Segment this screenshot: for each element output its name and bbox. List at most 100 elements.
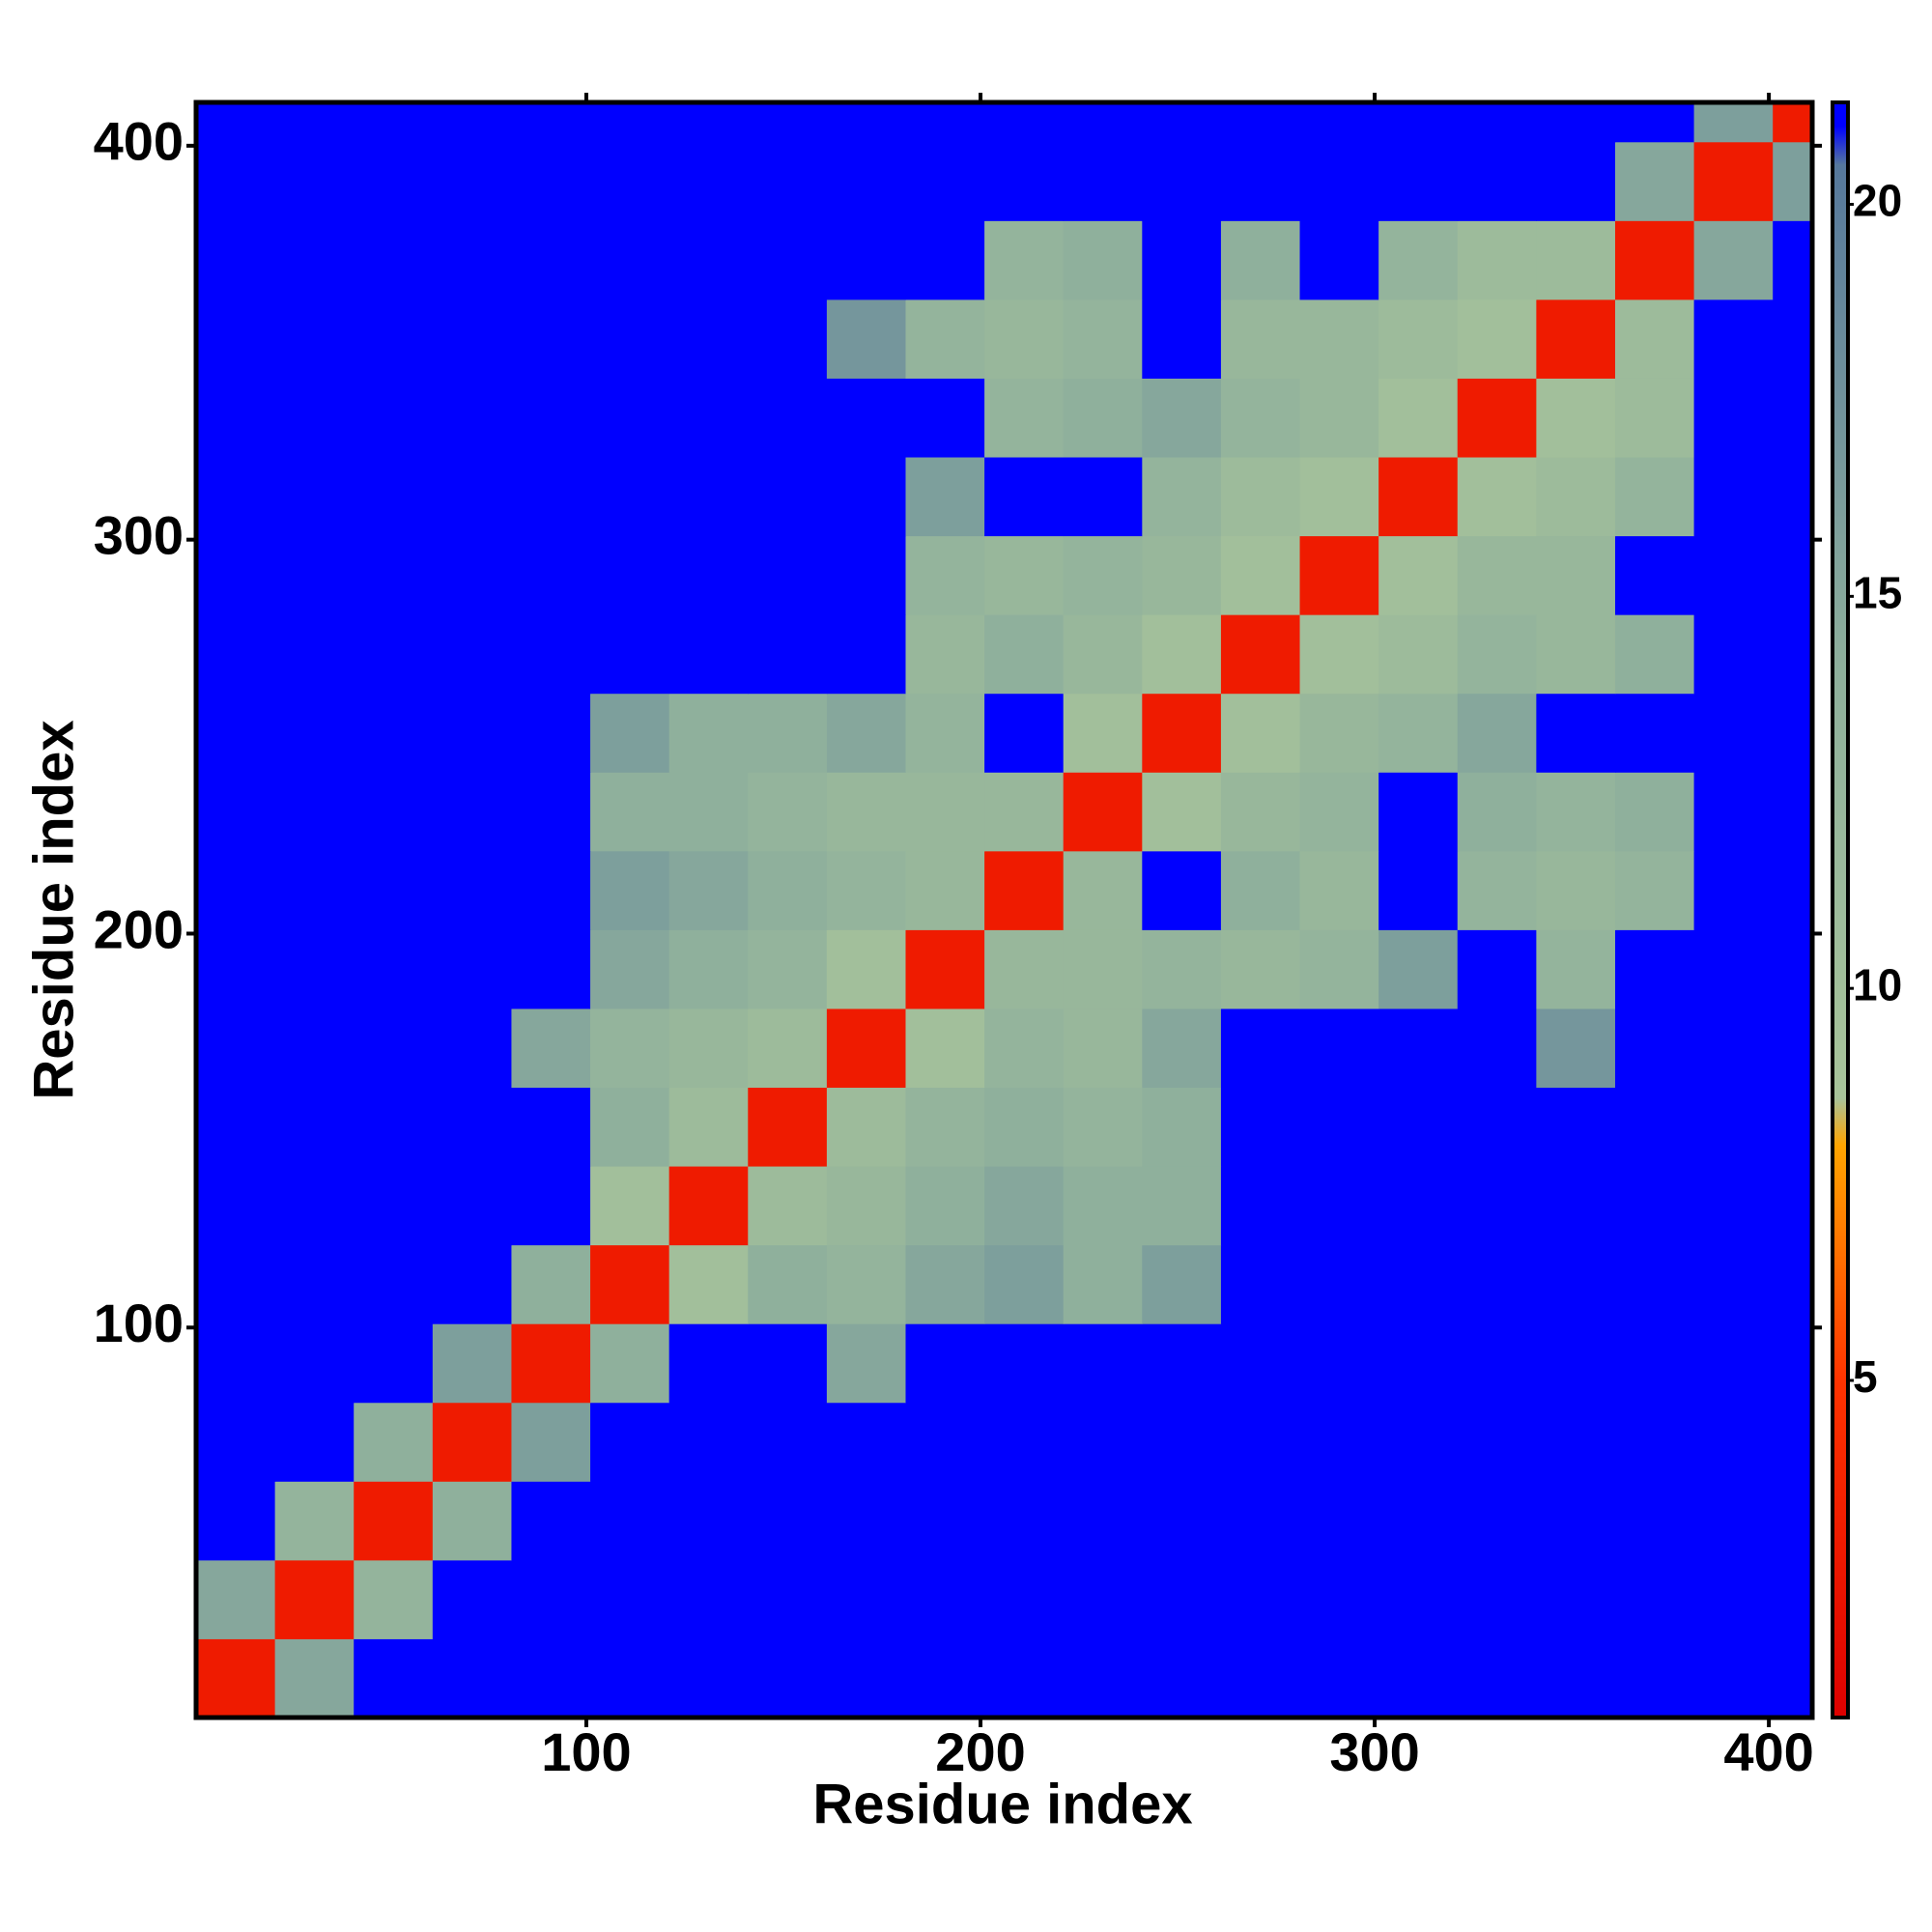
heatmap-cell bbox=[1378, 535, 1459, 615]
heatmap-cell bbox=[590, 378, 670, 458]
heatmap-cell bbox=[354, 1481, 434, 1561]
heatmap-cell bbox=[826, 220, 906, 300]
heatmap-cell bbox=[1299, 1481, 1379, 1561]
heatmap-cell bbox=[354, 1402, 434, 1482]
heatmap-cell bbox=[1773, 1166, 1813, 1246]
heatmap-cell bbox=[748, 929, 828, 1009]
colorbar-tick-label: 5 bbox=[1853, 1351, 1878, 1402]
heatmap-cell bbox=[1773, 1323, 1813, 1404]
heatmap-cell bbox=[1614, 1008, 1695, 1089]
heatmap-cell bbox=[1536, 1402, 1616, 1482]
heatmap-cell bbox=[354, 1087, 434, 1167]
heatmap-cell bbox=[1457, 298, 1537, 379]
heatmap-cell bbox=[354, 1323, 434, 1404]
heatmap-cell bbox=[590, 220, 670, 300]
x-tick-label: 400 bbox=[1723, 1721, 1813, 1782]
heatmap-cell bbox=[354, 457, 434, 537]
heatmap-cell bbox=[196, 535, 276, 615]
heatmap-cell bbox=[1773, 614, 1813, 695]
heatmap-cell bbox=[1693, 1481, 1774, 1561]
heatmap-cell bbox=[1693, 1244, 1774, 1324]
heatmap-cell bbox=[1693, 141, 1774, 221]
heatmap-cell bbox=[511, 1166, 591, 1246]
heatmap-cell bbox=[1142, 102, 1222, 143]
heatmap-cell bbox=[1693, 1323, 1774, 1404]
heatmap-cell bbox=[826, 929, 906, 1009]
heatmap-cell bbox=[984, 141, 1065, 221]
heatmap-cell bbox=[668, 298, 749, 379]
y-tick-label: 300 bbox=[94, 504, 184, 565]
heatmap-cell bbox=[1773, 693, 1813, 773]
heatmap-cell bbox=[590, 102, 670, 143]
heatmap-cell bbox=[1220, 850, 1301, 930]
heatmap-cell bbox=[748, 614, 828, 695]
heatmap-cell bbox=[826, 1244, 906, 1324]
heatmap-cell bbox=[905, 298, 985, 379]
colorbar bbox=[1831, 100, 1850, 1719]
plot-frame bbox=[193, 99, 1815, 1720]
heatmap-cell bbox=[1693, 220, 1774, 300]
heatmap-cell bbox=[1773, 141, 1813, 221]
heatmap-cell bbox=[1536, 457, 1616, 537]
heatmap-cell bbox=[1378, 1402, 1459, 1482]
heatmap-cell bbox=[511, 1638, 591, 1719]
heatmap-cell bbox=[1063, 1559, 1143, 1639]
heatmap-cell bbox=[1142, 1638, 1222, 1719]
heatmap-cell bbox=[354, 614, 434, 695]
heatmap-cell bbox=[1299, 535, 1379, 615]
heatmap-cell bbox=[1299, 298, 1379, 379]
heatmap-cell bbox=[1142, 1481, 1222, 1561]
heatmap-cell bbox=[1299, 1008, 1379, 1089]
heatmap-cell bbox=[1773, 1087, 1813, 1167]
heatmap-cell bbox=[1614, 1323, 1695, 1404]
heatmap-cell bbox=[432, 1008, 512, 1089]
heatmap-cell bbox=[511, 378, 591, 458]
heatmap-cell bbox=[1220, 1087, 1301, 1167]
heatmap-cell bbox=[1063, 298, 1143, 379]
heatmap-cell bbox=[1063, 1323, 1143, 1404]
heatmap-cell bbox=[354, 772, 434, 852]
heatmap-cell bbox=[1773, 535, 1813, 615]
heatmap-cell bbox=[274, 1087, 355, 1167]
heatmap-cell bbox=[1693, 1166, 1774, 1246]
heatmap-cell bbox=[1773, 220, 1813, 300]
heatmap-cell bbox=[1536, 298, 1616, 379]
heatmap-cell bbox=[668, 535, 749, 615]
heatmap-cell bbox=[826, 1402, 906, 1482]
heatmap-cell bbox=[1614, 535, 1695, 615]
heatmap-cell bbox=[590, 693, 670, 773]
heatmap-cell bbox=[1063, 1638, 1143, 1719]
heatmap-cell bbox=[1063, 1087, 1143, 1167]
heatmap-cell bbox=[1378, 614, 1459, 695]
heatmap-cell bbox=[432, 1402, 512, 1482]
heatmap-cell bbox=[1693, 693, 1774, 773]
heatmap-cell bbox=[1299, 1166, 1379, 1246]
heatmap-cell bbox=[668, 1008, 749, 1089]
heatmap-cell bbox=[1299, 1402, 1379, 1482]
heatmap-cell bbox=[1063, 929, 1143, 1009]
heatmap-cell bbox=[748, 1402, 828, 1482]
heatmap-cell bbox=[1773, 1008, 1813, 1089]
heatmap-cell bbox=[1142, 378, 1222, 458]
heatmap-cell bbox=[1220, 1559, 1301, 1639]
heatmap-cell bbox=[1693, 1008, 1774, 1089]
heatmap-cell bbox=[1378, 457, 1459, 537]
heatmap-cell bbox=[432, 1559, 512, 1639]
heatmap-cell bbox=[511, 1087, 591, 1167]
heatmap-cell bbox=[274, 693, 355, 773]
heatmap-cell bbox=[1614, 1481, 1695, 1561]
heatmap-cell bbox=[1457, 1087, 1537, 1167]
heatmap-cell bbox=[1142, 1008, 1222, 1089]
heatmap-cell bbox=[432, 1244, 512, 1324]
heatmap-cell bbox=[1299, 772, 1379, 852]
heatmap-cell bbox=[1378, 298, 1459, 379]
heatmap-cell bbox=[511, 1402, 591, 1482]
heatmap-cell bbox=[432, 1481, 512, 1561]
heatmap-cell bbox=[590, 1244, 670, 1324]
heatmap-cell bbox=[1614, 298, 1695, 379]
heatmap-cell bbox=[748, 772, 828, 852]
heatmap-cell bbox=[668, 1638, 749, 1719]
heatmap-cell bbox=[1457, 1402, 1537, 1482]
heatmap-cell bbox=[354, 141, 434, 221]
